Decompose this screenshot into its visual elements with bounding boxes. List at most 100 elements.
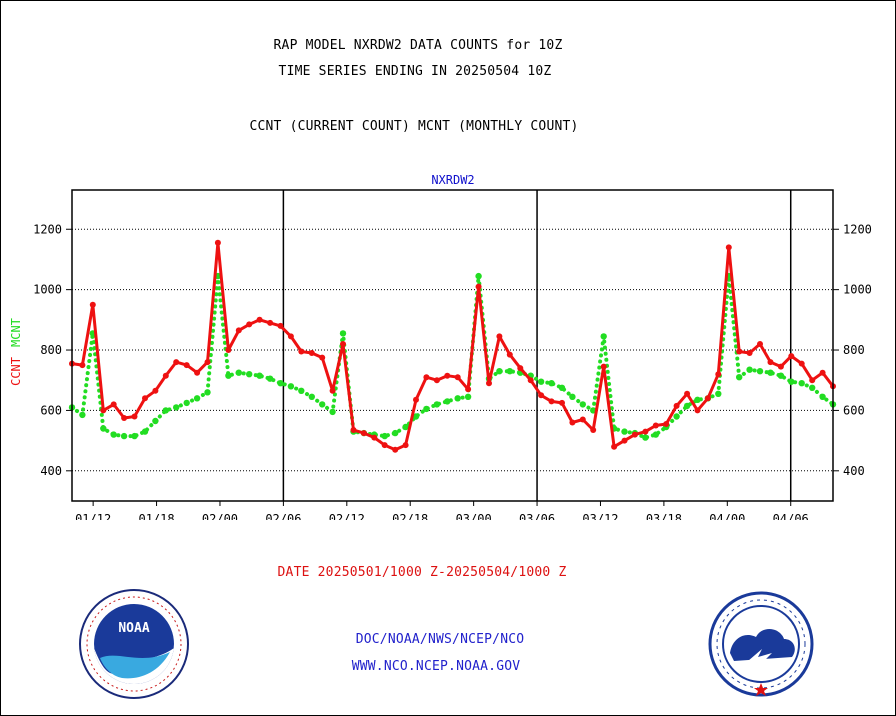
noaa-logo: NOAA [79,589,189,699]
plot-border [71,189,834,502]
y-tick-label: 600 [40,403,62,417]
data-point-ccnt [121,415,128,421]
data-point-ccnt [496,333,503,340]
data-point-ccnt [350,427,357,433]
chart-title-line2: TIME SERIES ENDING IN 20250504 10Z [278,64,552,79]
x-tick-label: 02/06 [265,512,301,520]
data-point-ccnt [392,446,399,453]
y-tick-label-right: 1200 [843,222,872,236]
data-point-ccnt [694,407,701,414]
data-point-mcnt [798,380,805,387]
y-axis-label-ccnt: CCNT [9,357,23,386]
data-point-mcnt [152,417,159,425]
svg-text:CCNTMCNT: CCNT MCNT [9,318,23,386]
data-point-ccnt [777,363,784,370]
chart-subtitle: CCNT (CURRENT COUNT) MCNT (MONTHLY COUNT… [249,119,579,134]
data-point-mcnt [788,378,795,385]
noaa-logo-text: NOAA [118,621,149,636]
y-tick-label: 1000 [33,283,62,297]
data-point-mcnt [496,368,503,375]
data-point-ccnt [308,350,315,356]
data-point-mcnt [736,374,743,381]
data-point-mcnt [444,398,451,405]
x-tick-label: 02/12 [329,512,365,520]
data-point-mcnt [173,404,180,411]
data-point-ccnt [746,350,753,356]
data-point-ccnt [590,427,597,433]
data-point-ccnt [131,413,138,420]
data-point-ccnt [684,390,691,397]
data-point-mcnt [652,431,659,438]
data-point-ccnt [506,351,513,358]
data-point-mcnt [579,401,586,408]
series-layer [68,239,837,453]
data-point-ccnt [704,395,711,402]
data-point-ccnt [788,353,795,360]
data-point-mcnt [79,411,86,419]
data-point-ccnt [663,421,670,427]
data-point-ccnt [798,360,805,367]
data-point-ccnt [819,369,826,376]
data-point-ccnt [100,407,107,414]
data-point-ccnt [89,301,96,308]
data-point-mcnt [600,333,607,340]
data-point-ccnt [360,430,367,437]
y-axis-label-mcnt: MCNT [9,318,23,347]
data-point-ccnt [246,321,253,328]
data-point-ccnt [548,398,555,405]
data-point-mcnt [246,371,253,378]
website-link[interactable]: WWW.NCO.NCEP.NOAA.GOV [351,659,521,674]
data-point-mcnt [715,390,722,397]
data-point-ccnt [319,354,326,361]
data-point-ccnt [256,316,263,323]
data-point-ccnt [183,362,190,369]
data-point-ccnt [110,401,117,408]
org-link[interactable]: DOC/NOAA/NWS/NCEP/NCO [355,632,525,647]
data-point-mcnt [767,369,774,376]
data-point-mcnt [392,429,399,437]
y-tick-label-right: 400 [843,464,865,478]
data-point-ccnt [235,327,242,334]
data-point-mcnt [569,393,576,400]
data-point-mcnt [433,401,441,408]
data-point-ccnt [277,322,284,329]
data-point-ccnt [402,442,409,449]
axis-layer: 400 400 600 600 800 800 1000 1000 1200 1200 01/12 0… [33,222,872,520]
data-point-mcnt [746,366,753,373]
data-point-ccnt [371,434,378,441]
data-point-ccnt [736,348,743,355]
data-point-mcnt [683,402,691,410]
data-point-ccnt [673,402,680,409]
plot-title: NXRDW2 [431,173,474,187]
data-point-ccnt [725,244,732,251]
data-point-ccnt [486,380,492,387]
data-point-ccnt [152,387,159,394]
data-point-mcnt [308,393,315,400]
data-point-ccnt [204,359,211,366]
x-tick-label: 01/18 [138,512,174,520]
x-tick-label: 04/00 [709,512,745,520]
data-point-ccnt [715,371,722,378]
data-point-mcnt [819,393,826,400]
x-tick-label: 03/06 [519,512,555,520]
chart-svg: NXRDW2 400 400 600 600 800 800 1000 1000 1200 120… [9,173,872,520]
data-point-mcnt [141,428,149,435]
data-point-mcnt [475,272,482,280]
data-point-mcnt [339,330,347,337]
grid-layer [72,190,833,501]
data-point-ccnt [381,442,388,449]
data-point-ccnt [340,341,346,347]
data-point-mcnt [131,432,138,440]
data-point-ccnt [527,377,534,384]
data-point-mcnt [120,432,128,440]
data-point-ccnt [631,431,638,438]
data-point-ccnt [162,372,169,379]
data-point-mcnt [256,372,263,379]
data-point-ccnt [465,386,472,393]
x-tick-label: 03/00 [456,512,492,520]
data-point-ccnt [433,377,440,384]
data-point-mcnt [266,375,274,382]
data-point-ccnt [454,374,461,381]
data-point-mcnt [548,380,555,387]
data-point-mcnt [454,395,461,402]
